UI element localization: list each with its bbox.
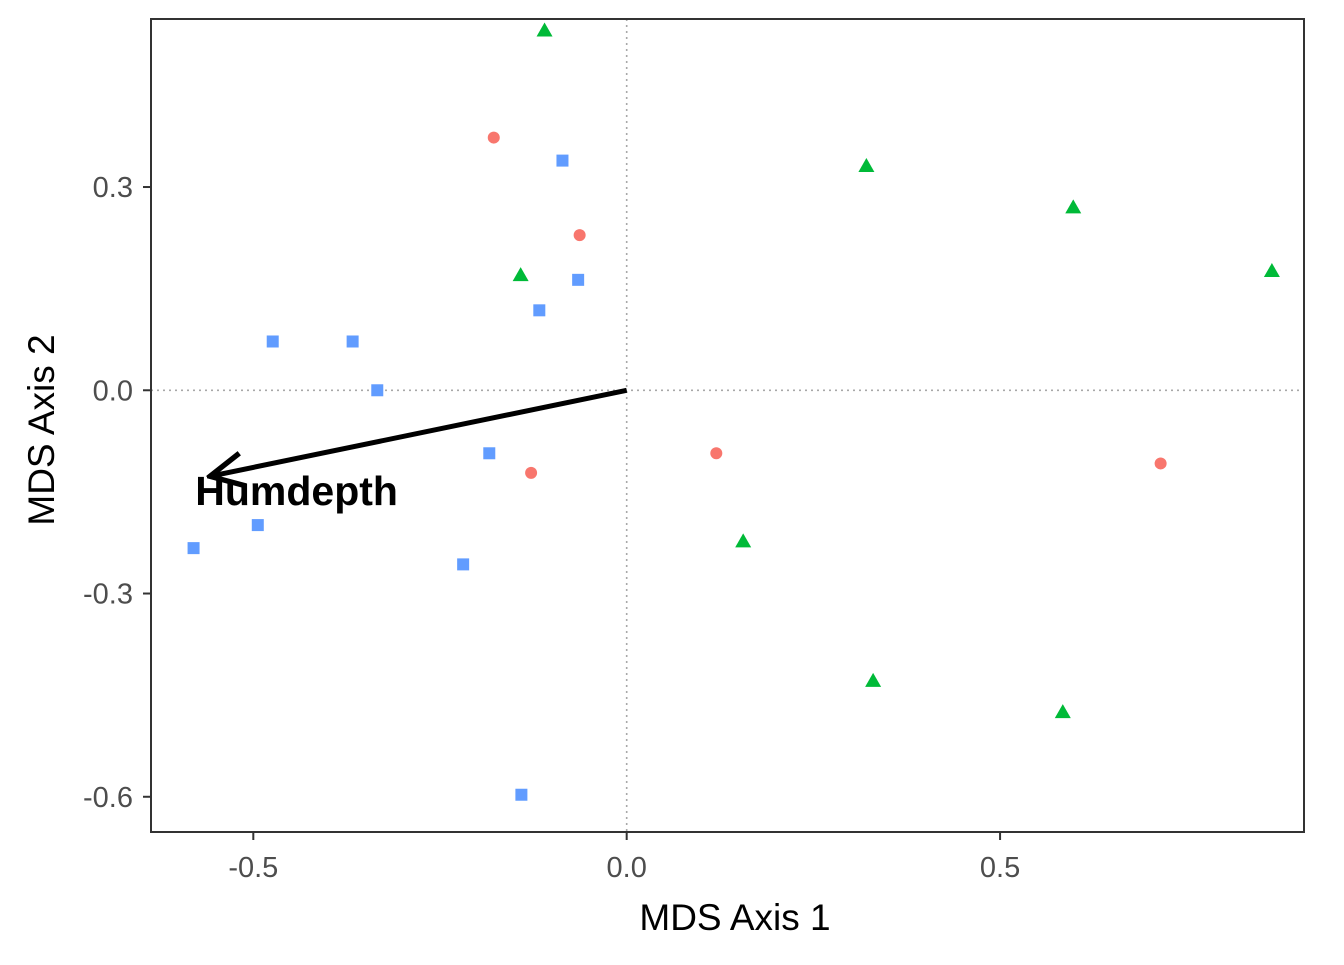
x-axis: -0.5 0.0 0.5 [228,832,1020,884]
y-axis: 0.3 0.0 -0.3 -0.6 [83,172,151,814]
triangle-point [735,533,752,548]
x-tick-label: 0.5 [980,852,1020,884]
square-point [515,788,528,801]
triangle-point [1065,199,1082,214]
y-tick-label: 0.0 [93,375,133,407]
square-point [556,154,569,167]
circle-point [573,229,586,242]
square-point [533,304,546,317]
circle-point [525,466,538,479]
vector-label: Humdepth [195,468,398,514]
point-layer [187,22,1280,801]
x-tick-label: -0.5 [228,852,278,884]
vector-layer: Humdepth [195,387,628,514]
y-tick-label: -0.3 [83,579,133,611]
y-tick-label: 0.3 [93,172,133,204]
triangle-point [512,267,529,282]
circle-point [1154,457,1167,470]
square-point [346,335,359,348]
x-tick-label: 0.0 [607,852,647,884]
triangle-point [1054,704,1071,719]
circle-point [487,131,500,144]
square-point [457,558,470,571]
y-axis-title: MDS Axis 2 [21,334,62,525]
triangle-point [858,158,875,173]
humdepth-vector-arrow [210,387,628,476]
triangle-point [865,672,882,687]
circle-point [710,447,723,460]
square-point [251,519,264,532]
x-axis-title: MDS Axis 1 [639,897,830,938]
square-point [371,384,384,397]
y-tick-label: -0.6 [83,782,133,814]
square-point [187,542,200,555]
triangle-point [536,22,553,37]
panel-border [150,18,1305,833]
triangle-point [1263,263,1280,278]
square-point [572,273,585,286]
square-point [483,447,496,460]
square-point [266,335,279,348]
reference-lines [151,19,1304,832]
